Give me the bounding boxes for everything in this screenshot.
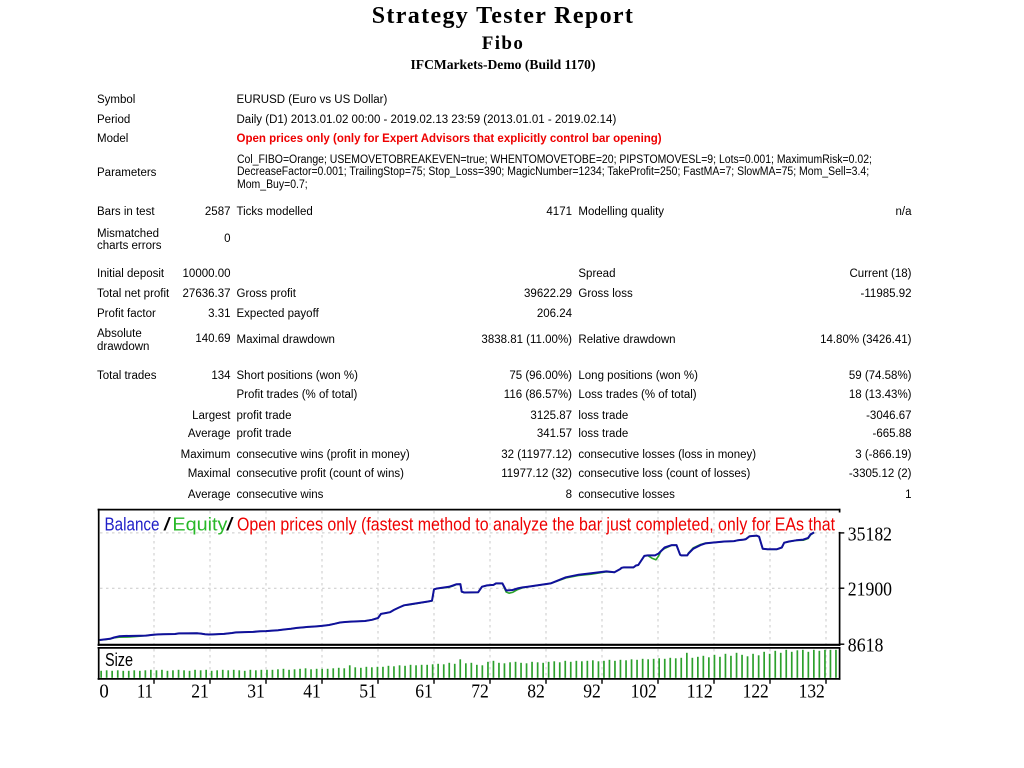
svg-text:92: 92 (583, 681, 601, 703)
svg-text:35182: 35182 (848, 523, 892, 545)
svg-text:11: 11 (137, 681, 153, 703)
svg-text:102: 102 (631, 681, 657, 703)
svg-text:61: 61 (415, 681, 433, 703)
svg-text:/: / (163, 514, 171, 534)
svg-text:Size: Size (105, 650, 133, 670)
svg-text:21900: 21900 (848, 579, 892, 601)
svg-text:21: 21 (191, 681, 209, 703)
svg-text:/: / (226, 514, 234, 534)
svg-text:Open prices only (fastest meth: Open prices only (fastest method to anal… (237, 514, 835, 534)
svg-text:132: 132 (799, 681, 825, 703)
svg-text:8618: 8618 (848, 635, 884, 657)
svg-text:51: 51 (359, 681, 377, 703)
svg-text:31: 31 (247, 681, 265, 703)
svg-text:122: 122 (743, 681, 769, 703)
svg-text:Equity: Equity (172, 514, 227, 534)
svg-text:82: 82 (527, 681, 545, 703)
svg-text:112: 112 (687, 681, 713, 703)
svg-text:Balance: Balance (105, 514, 160, 534)
svg-text:72: 72 (471, 681, 489, 703)
svg-text:0: 0 (99, 681, 108, 703)
svg-text:41: 41 (303, 681, 321, 703)
